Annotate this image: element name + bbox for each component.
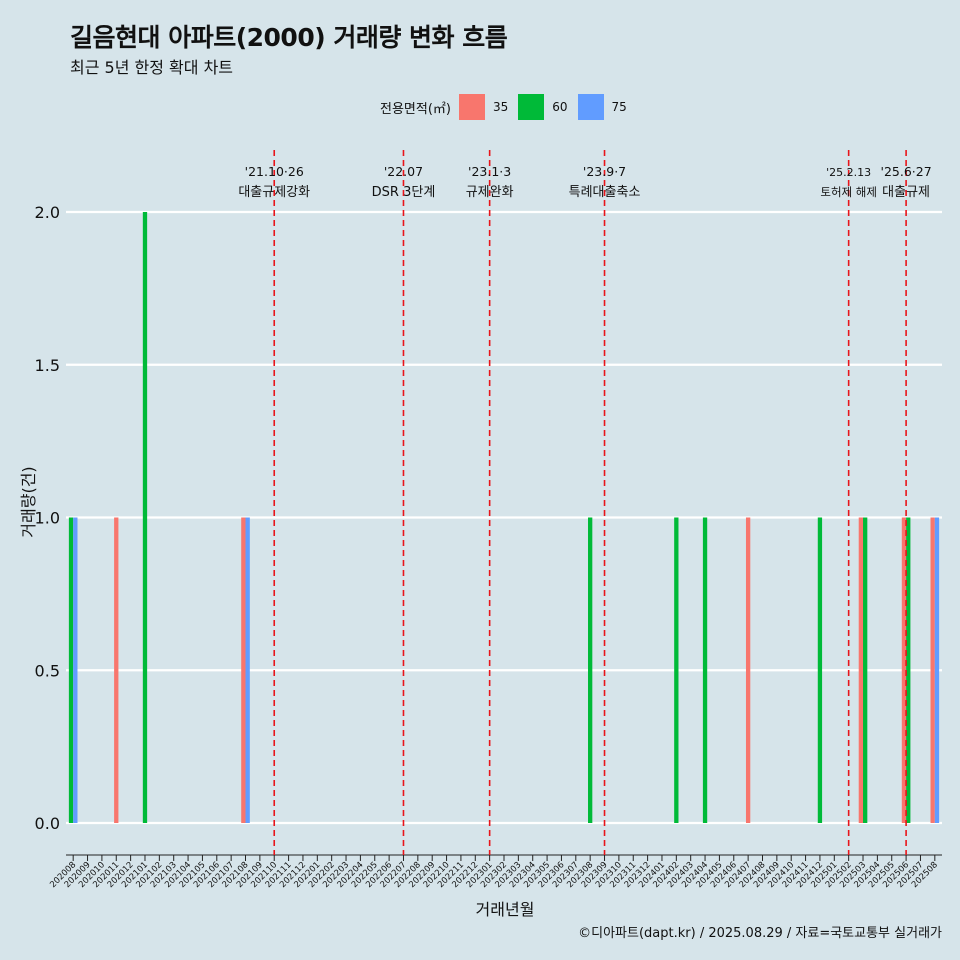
bar-35-202508 [930, 517, 935, 823]
bar-75-202508 [934, 517, 940, 823]
bar-60-202101 [142, 212, 148, 823]
y-tick-label: 0.0 [35, 814, 60, 833]
event-date: '25.2.13 [826, 166, 871, 179]
event-label: DSR 3단계 [372, 185, 436, 200]
legend-swatch-35 [458, 94, 485, 120]
event-date: '23.1·3 [468, 164, 511, 179]
bar-35-202503 [858, 517, 864, 823]
event-label: 특례대출축소 [569, 185, 641, 200]
y-axis-title: 거래량(건) [19, 466, 38, 537]
event-date: '23.9·7 [583, 164, 626, 179]
legend-item-35: 35 [458, 94, 509, 120]
legend-label-35: 35 [492, 100, 509, 114]
legend-swatch-75 [577, 94, 604, 120]
bar-60-202404 [702, 517, 708, 823]
bar-60-202412 [817, 517, 823, 823]
legend-swatch-60 [518, 94, 545, 120]
chart-title: 길음현대 아파트(2000) 거래량 변화 흐름 [70, 23, 508, 52]
legend-label-60: 60 [552, 100, 568, 114]
caption: ©디아파트(dapt.kr) / 2025.08.29 / 자료=국토교통부 실… [578, 926, 942, 941]
bar-35-202506 [901, 517, 907, 823]
y-tick-label: 0.5 [35, 661, 60, 680]
bar-60-202308 [588, 517, 593, 823]
bar-60-202008 [68, 517, 74, 823]
event-label: 토허제 해제 [820, 185, 877, 199]
event-date: '22.07 [384, 164, 423, 179]
event-label: 규제완화 [466, 185, 514, 200]
bar-60-202402 [674, 517, 679, 823]
event-label: 대출규제 [882, 185, 930, 200]
x-axis-title: 거래년월 [476, 900, 535, 919]
event-label: 대출규제강화 [238, 185, 310, 200]
bar-35-202011 [114, 517, 119, 823]
chart-subtitle: 최근 5년 한정 확대 차트 [70, 58, 234, 77]
legend-title: 전용면적(㎡) [380, 101, 451, 117]
event-date: '25.6·27 [881, 164, 932, 179]
legend-label-75: 75 [611, 100, 627, 114]
legend-item-60: 60 [518, 94, 568, 120]
y-tick-label: 1.0 [35, 509, 60, 528]
bar-35-202108 [241, 517, 246, 823]
bar-60-202506 [906, 517, 911, 823]
bar-60-202503 [863, 517, 868, 823]
bar-35-202407 [745, 517, 751, 823]
bar-75-202008 [73, 517, 78, 823]
event-date: '21.10·26 [245, 164, 304, 179]
legend: 전용면적(㎡) 35 60 75 [380, 92, 637, 122]
bar-75-202108 [245, 517, 250, 823]
y-tick-label: 1.5 [35, 356, 60, 375]
legend-item-75: 75 [577, 94, 627, 120]
y-tick-label: 2.0 [35, 203, 60, 222]
